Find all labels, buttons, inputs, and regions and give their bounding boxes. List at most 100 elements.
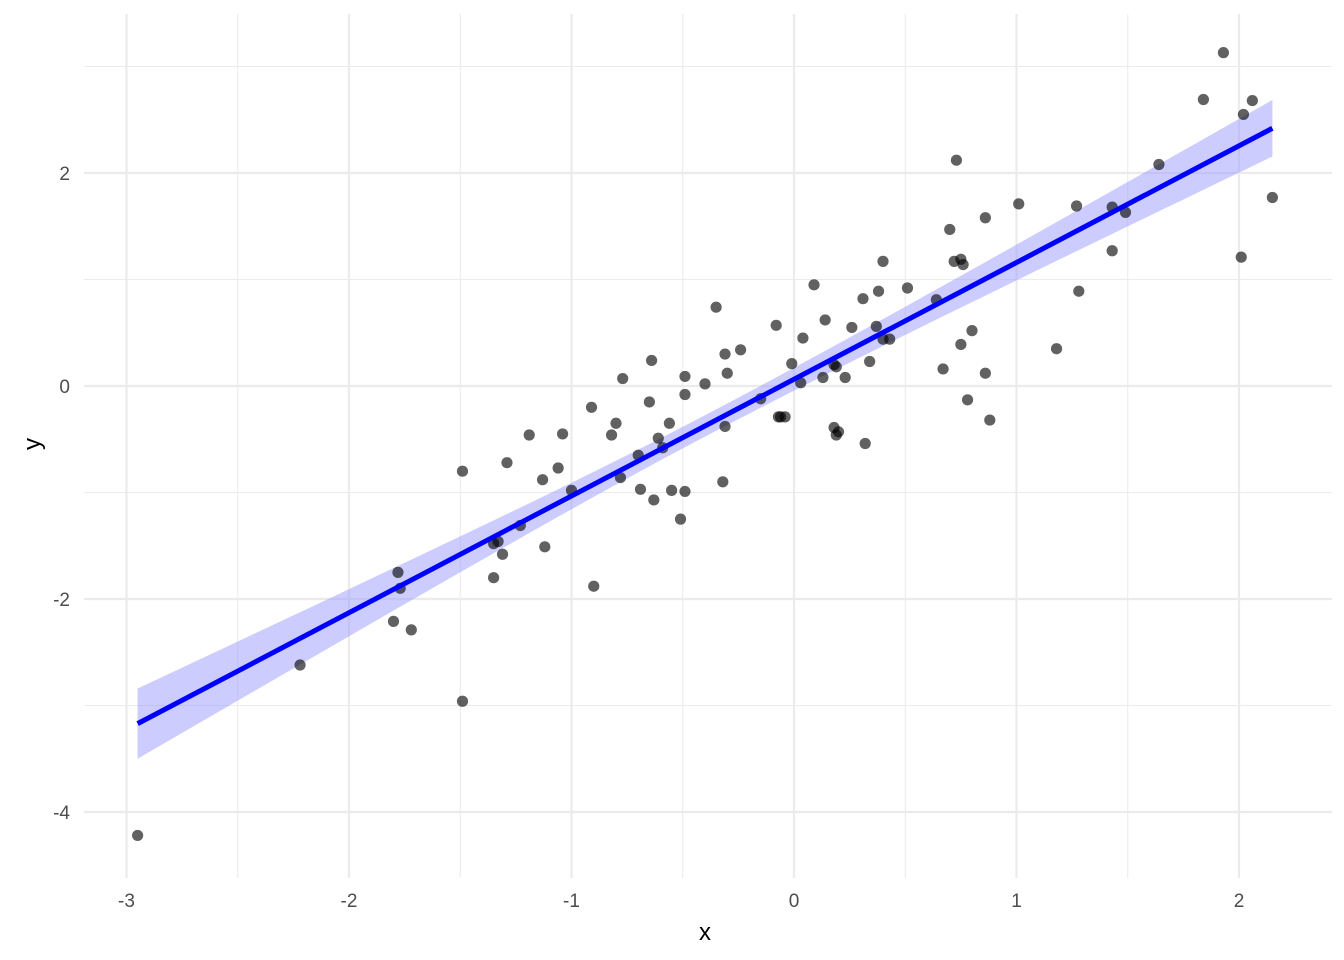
confidence-band bbox=[137, 100, 1273, 759]
data-point bbox=[634, 483, 647, 495]
data-point bbox=[614, 471, 627, 484]
data-point bbox=[405, 624, 417, 636]
data-point bbox=[779, 411, 791, 423]
data-point bbox=[817, 371, 829, 384]
data-point bbox=[666, 484, 678, 496]
data-point bbox=[1237, 108, 1250, 121]
data-point bbox=[488, 572, 500, 584]
data-point bbox=[501, 457, 513, 469]
data-point bbox=[717, 476, 729, 488]
data-point bbox=[719, 348, 731, 360]
y-tick-label: -4 bbox=[53, 803, 70, 824]
data-point bbox=[832, 426, 845, 438]
data-point bbox=[646, 354, 658, 367]
data-point bbox=[719, 420, 731, 433]
data-point bbox=[699, 378, 711, 390]
data-point bbox=[617, 372, 629, 385]
data-point bbox=[132, 829, 144, 842]
data-point bbox=[536, 474, 549, 486]
data-points bbox=[132, 47, 1278, 842]
data-point bbox=[557, 428, 569, 440]
x-axis-tick-labels: -3 -2 -1 0 1 2 bbox=[118, 891, 1244, 912]
data-point bbox=[957, 258, 969, 271]
data-point bbox=[955, 338, 967, 351]
data-point bbox=[984, 414, 996, 426]
data-point bbox=[674, 513, 687, 525]
grid-lines bbox=[84, 14, 1332, 878]
data-point bbox=[864, 355, 876, 368]
data-point bbox=[944, 223, 956, 236]
data-point bbox=[846, 321, 858, 334]
data-point bbox=[679, 370, 691, 383]
data-point bbox=[652, 432, 664, 444]
y-tick-label: 0 bbox=[59, 377, 70, 398]
data-point bbox=[979, 212, 991, 224]
data-point bbox=[877, 255, 889, 267]
data-point bbox=[392, 566, 404, 578]
data-point bbox=[966, 325, 978, 337]
x-tick-label: -2 bbox=[341, 891, 358, 912]
data-point bbox=[1217, 47, 1230, 59]
data-point bbox=[819, 314, 831, 326]
data-point bbox=[387, 615, 400, 627]
x-tick-label: 0 bbox=[789, 891, 800, 912]
data-point bbox=[294, 659, 306, 671]
data-point bbox=[735, 344, 747, 356]
x-tick-label: 2 bbox=[1234, 891, 1245, 912]
y-axis-tick-labels: -4 -2 0 2 bbox=[53, 164, 70, 824]
data-point bbox=[496, 548, 509, 560]
data-point bbox=[1013, 198, 1025, 210]
data-point bbox=[1246, 94, 1258, 107]
data-point bbox=[588, 580, 600, 592]
data-point bbox=[1197, 93, 1209, 106]
data-point bbox=[830, 361, 842, 373]
data-point bbox=[950, 154, 963, 166]
x-axis-title: x bbox=[699, 919, 711, 946]
data-point bbox=[1050, 343, 1063, 355]
data-point bbox=[797, 332, 809, 344]
data-point bbox=[979, 367, 991, 379]
data-point bbox=[1153, 158, 1165, 171]
x-tick-label: -3 bbox=[118, 891, 135, 912]
data-point bbox=[721, 367, 733, 379]
data-point bbox=[456, 695, 469, 707]
data-point bbox=[961, 394, 974, 406]
data-point bbox=[1106, 245, 1118, 257]
data-point bbox=[859, 437, 871, 450]
data-point bbox=[1070, 200, 1083, 212]
x-tick-label: 1 bbox=[1011, 891, 1022, 912]
data-point bbox=[808, 279, 820, 291]
data-point bbox=[610, 417, 622, 429]
x-tick-label: -1 bbox=[563, 891, 580, 912]
y-axis-title: y bbox=[19, 438, 46, 450]
data-point bbox=[552, 462, 564, 474]
data-point bbox=[1266, 191, 1278, 204]
data-point bbox=[872, 285, 885, 297]
data-point bbox=[643, 396, 655, 408]
confidence-band-group bbox=[137, 100, 1273, 759]
data-point bbox=[937, 363, 949, 375]
data-point bbox=[786, 358, 798, 370]
regression-line-group bbox=[136, 126, 1274, 726]
data-point bbox=[839, 371, 851, 384]
data-point bbox=[901, 282, 914, 294]
data-point bbox=[870, 320, 882, 332]
data-point bbox=[648, 494, 660, 506]
data-point bbox=[770, 319, 782, 331]
data-point bbox=[663, 417, 676, 429]
data-point bbox=[523, 429, 535, 441]
data-point bbox=[679, 485, 691, 498]
regression-line bbox=[136, 126, 1274, 726]
data-point bbox=[884, 333, 896, 345]
data-point bbox=[679, 388, 691, 401]
data-point bbox=[857, 293, 869, 305]
data-point bbox=[710, 301, 722, 313]
y-tick-label: -2 bbox=[53, 590, 70, 611]
y-tick-label: 2 bbox=[59, 164, 70, 185]
data-point bbox=[456, 465, 469, 477]
data-point bbox=[605, 429, 618, 441]
data-point bbox=[1235, 251, 1247, 263]
data-point bbox=[539, 541, 551, 553]
data-point bbox=[585, 401, 598, 413]
